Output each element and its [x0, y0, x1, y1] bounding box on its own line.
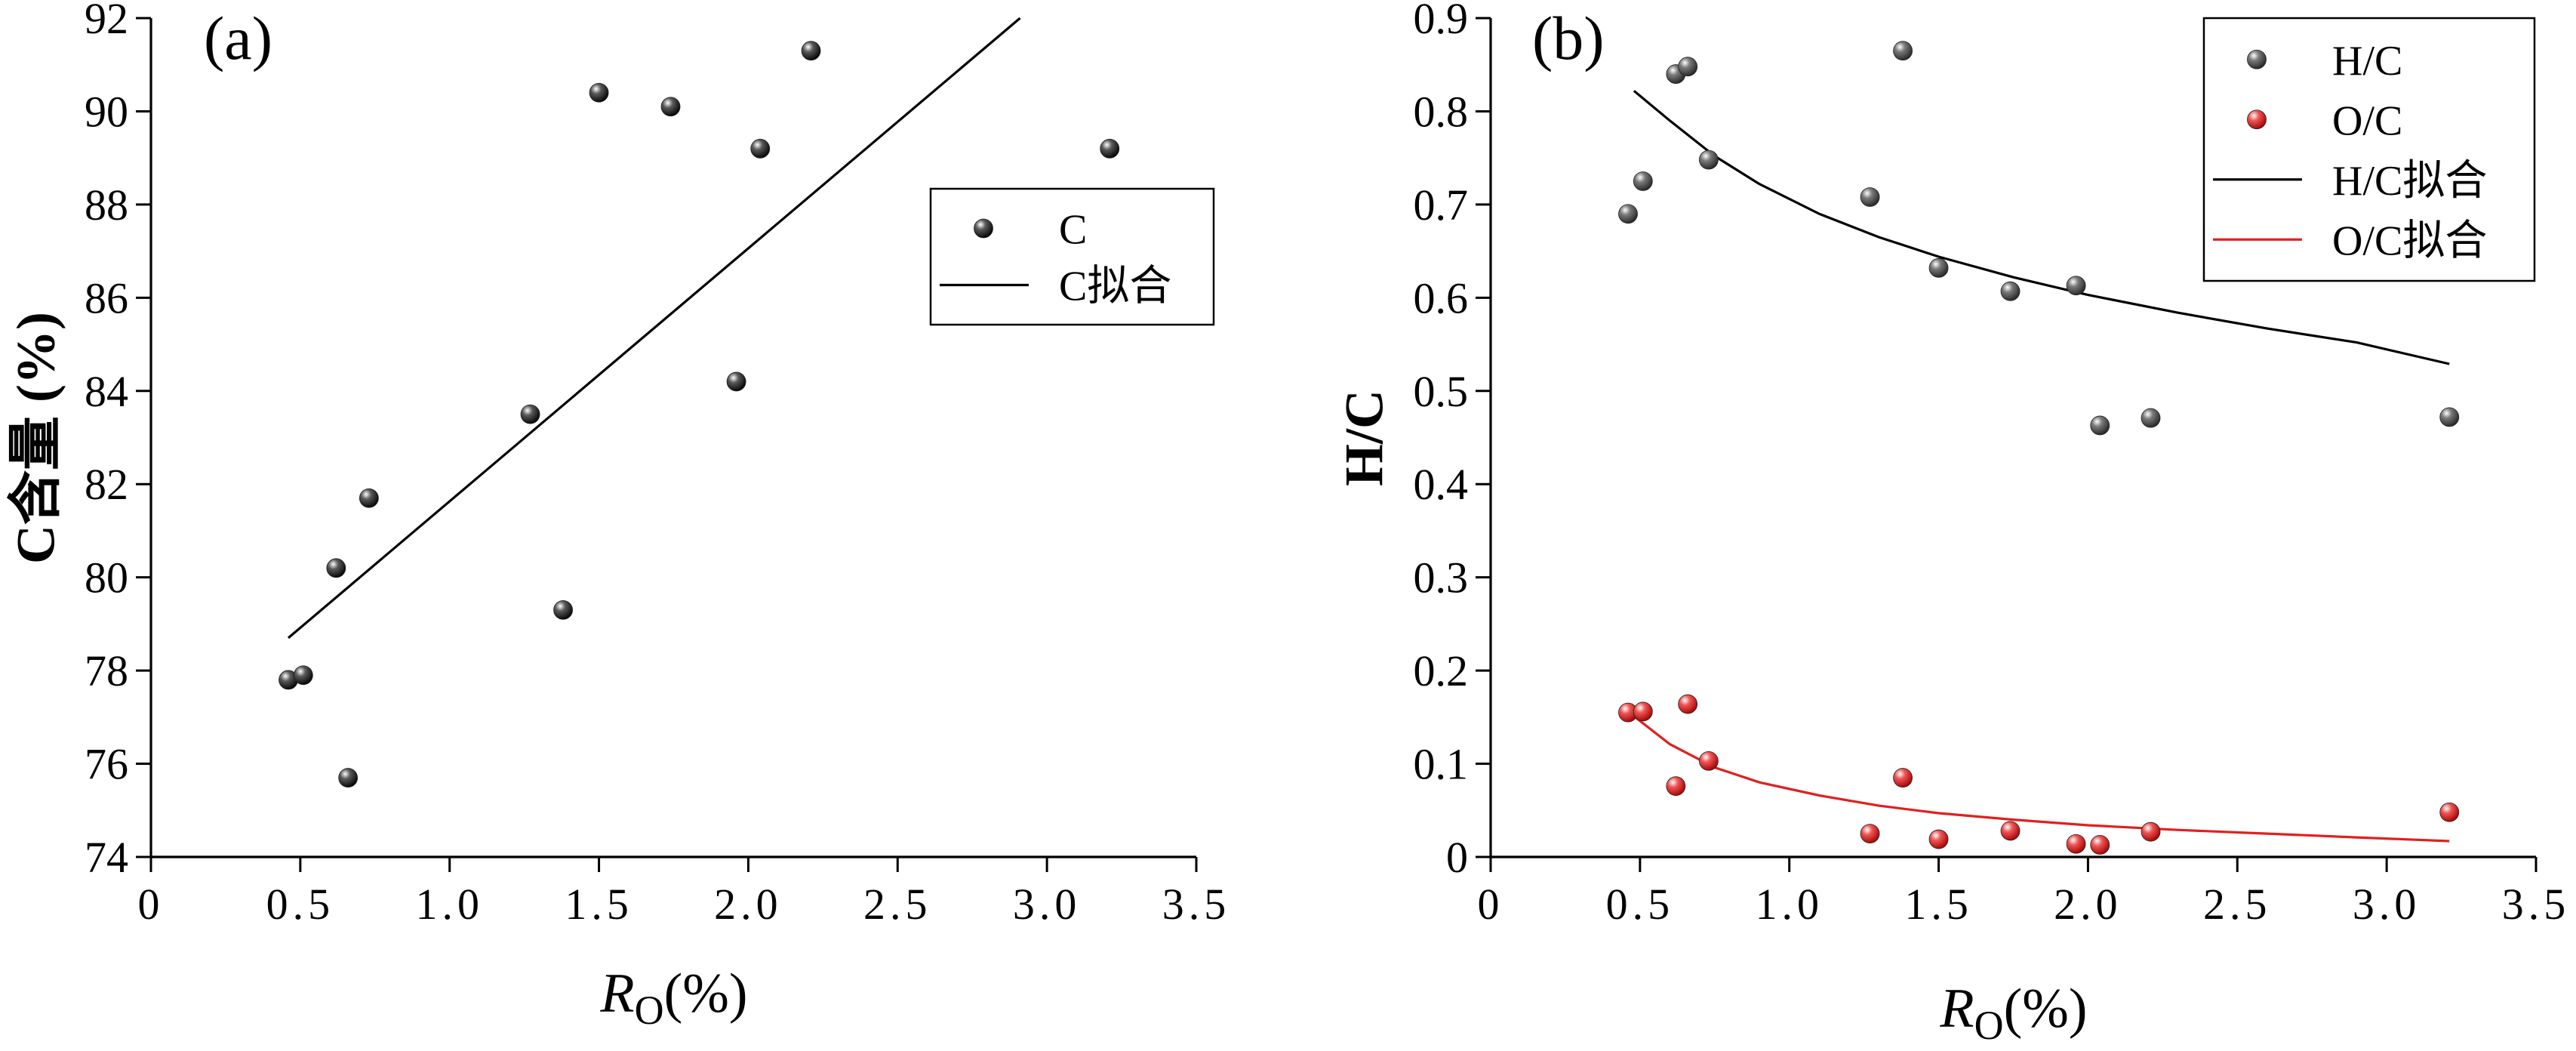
data-point-O/C — [2141, 821, 2161, 842]
legend-label: C — [1059, 207, 1087, 254]
x-tick-label: 0.5 — [266, 880, 335, 929]
data-point-C — [801, 41, 821, 61]
x-tick-label: 0.5 — [1606, 880, 1675, 929]
chart-panel-b: 0 0.5 1.0 1.5 2.0 2.5 3.0 3.5 0 0.1 0.2 0.3 0.4 0.5 0.… — [1334, 0, 2571, 1048]
y-tick-label: 0.7 — [1414, 180, 1469, 230]
data-point-C — [750, 138, 771, 159]
data-point-H/C — [1618, 204, 1638, 224]
x-tick-label: 3.5 — [1162, 880, 1231, 929]
x-axis-label: RO(%) — [599, 963, 747, 1033]
x-axis-label: RO(%) — [1939, 978, 2087, 1048]
data-point-C — [726, 371, 746, 392]
y-tick-label: 84 — [85, 367, 128, 416]
legend-label: C拟合 — [1059, 264, 1171, 310]
y-tick-label: 0.2 — [1414, 646, 1469, 695]
y-tick-label: 82 — [85, 460, 128, 509]
x-tick-label: 0 — [1478, 880, 1504, 929]
data-point-H/C — [1860, 187, 1880, 207]
legend-label: O/C — [2332, 97, 2402, 144]
data-point-O/C — [2000, 821, 2020, 841]
data-point-H/C — [1893, 41, 1913, 61]
data-point-H/C — [2000, 281, 2020, 301]
data-point-C — [1100, 138, 1120, 159]
legend-label: O/C拟合 — [2332, 217, 2487, 264]
y-tick-label: 78 — [85, 646, 128, 695]
data-point-O/C — [1666, 776, 1686, 797]
data-point-O/C — [1893, 768, 1913, 787]
y-axis-label: H/C — [1334, 390, 1395, 486]
legend: C C拟合 — [929, 187, 1215, 326]
data-point-C — [520, 404, 540, 424]
y-tick-label: 74 — [85, 833, 128, 882]
data-point-O/C — [2066, 834, 2086, 854]
x-tick-label: 2.5 — [863, 880, 932, 929]
x-tick-label: 2.5 — [2203, 880, 2272, 929]
y-tick-label: 80 — [85, 553, 128, 603]
legend: H/C O/C H/C拟合 O/C拟合 — [2202, 17, 2536, 282]
data-point-H/C — [1678, 57, 1698, 77]
legend-box — [929, 187, 1215, 326]
data-point-C — [660, 97, 681, 117]
x-tick-label: 2.0 — [2054, 880, 2122, 929]
x-tick-label: 1.0 — [415, 880, 484, 929]
x-tick-label: 2.0 — [714, 880, 783, 929]
data-point-O/C — [1698, 750, 1719, 771]
data-point-C — [359, 488, 379, 508]
data-point-O/C — [1860, 824, 1880, 844]
y-tick-label: 88 — [85, 180, 128, 230]
series-line-C拟合 — [287, 17, 1021, 640]
y-tick-label: 0.6 — [1414, 273, 1469, 322]
y-axis-label: C含量 (%) — [6, 312, 66, 564]
data-point-O/C — [2090, 835, 2110, 855]
legend-marker — [974, 218, 993, 239]
x-tick-label: 3.5 — [2502, 880, 2571, 929]
panel-label: (b) — [1532, 4, 1605, 72]
data-point-H/C — [1633, 171, 1653, 191]
data-point-C — [293, 665, 313, 686]
data-point-C — [326, 558, 346, 578]
series-line-O/C拟合 — [1633, 715, 2450, 843]
chart-panel-a: 0 0.5 1.0 1.5 2.0 2.5 3.0 3.5 74 76 78 80 82 84 86 88 90… — [6, 0, 1231, 1033]
y-tick-label: 92 — [85, 0, 128, 43]
data-point-H/C — [2066, 276, 2086, 296]
data-point-C — [589, 82, 609, 103]
y-tick-label: 90 — [85, 87, 128, 136]
x-tick-label: 1.5 — [1904, 880, 1973, 929]
y-tick-label: 76 — [85, 740, 128, 789]
data-point-C — [338, 768, 359, 787]
data-point-H/C — [2141, 408, 2161, 428]
y-tick-label: 0.9 — [1414, 0, 1469, 43]
data-point-O/C — [1928, 829, 1949, 849]
data-point-C — [553, 599, 573, 620]
y-tick-label: 0.8 — [1414, 87, 1469, 136]
legend-label: H/C拟合 — [2332, 158, 2487, 205]
y-tick-label: 0 — [1446, 833, 1468, 882]
x-tick-label: 3.0 — [1013, 880, 1082, 929]
y-tick-label: 0.1 — [1414, 740, 1469, 789]
x-tick-label: 0 — [138, 880, 165, 929]
y-tick-label: 0.4 — [1414, 460, 1469, 509]
y-tick-label: 86 — [85, 273, 128, 322]
y-tick-label: 0.3 — [1414, 553, 1469, 603]
data-point-H/C — [1928, 257, 1949, 278]
x-tick-label: 1.5 — [565, 880, 633, 929]
x-tick-label: 3.0 — [2353, 880, 2421, 929]
data-point-O/C — [1633, 701, 1653, 722]
data-point-H/C — [2439, 407, 2460, 427]
legend-marker — [2247, 49, 2267, 69]
data-point-H/C — [2090, 415, 2110, 436]
data-point-O/C — [2439, 802, 2460, 822]
y-tick-label: 0.5 — [1414, 367, 1469, 416]
data-point-O/C — [1678, 694, 1698, 714]
x-tick-label: 1.0 — [1755, 880, 1824, 929]
legend-label: H/C — [2332, 38, 2402, 85]
legend-marker — [2247, 109, 2267, 130]
data-point-H/C — [1698, 149, 1719, 170]
panel-label: (a) — [204, 4, 272, 72]
